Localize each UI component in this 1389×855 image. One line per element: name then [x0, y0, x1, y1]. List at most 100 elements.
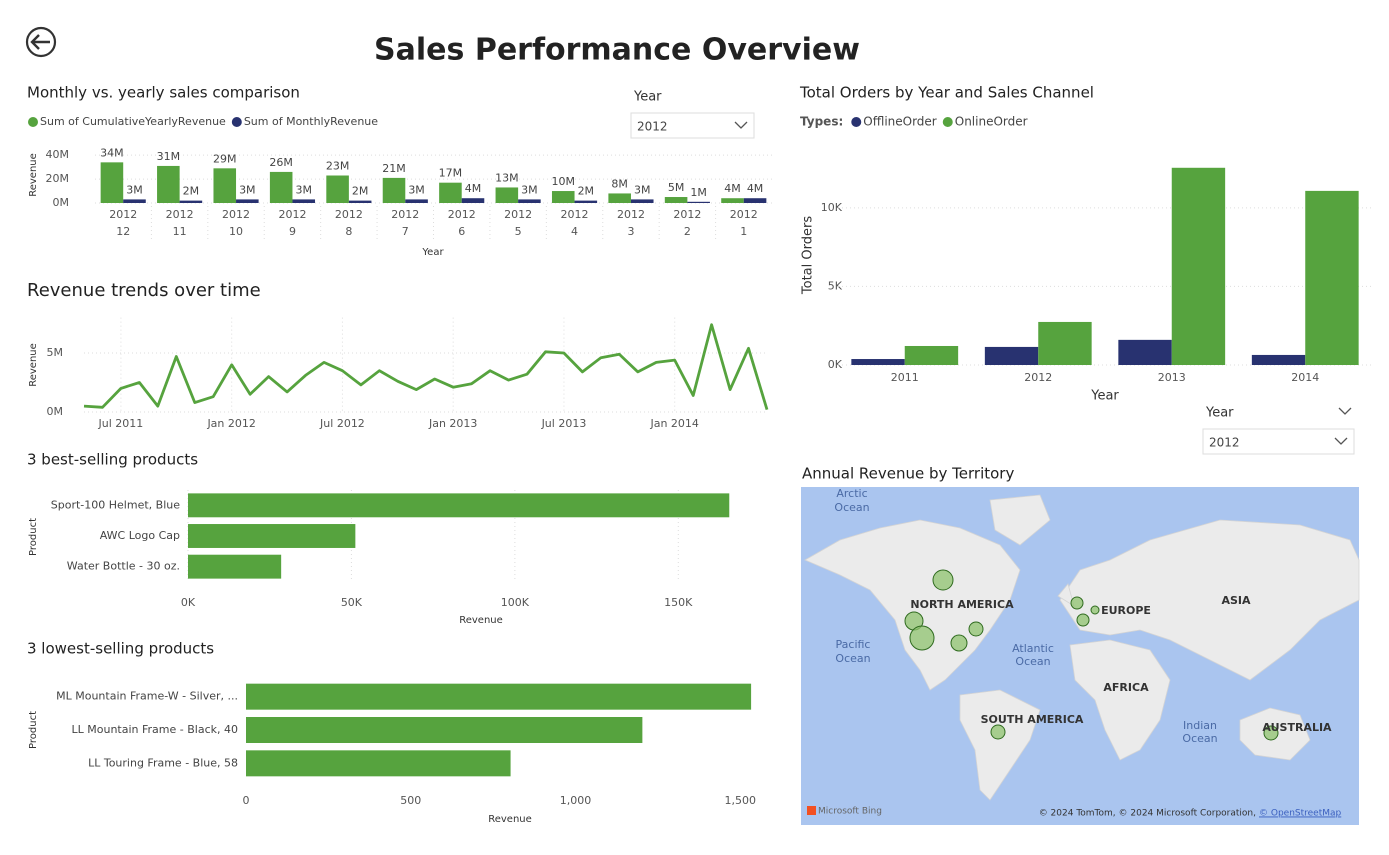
data-label: 17M [439, 167, 463, 180]
bar [608, 193, 631, 203]
x-tick-label: 2012 [166, 208, 194, 221]
x-tick-label: 2013 [1158, 371, 1186, 384]
bar [1171, 167, 1226, 365]
x-tick-label: Jul 2011 [98, 417, 144, 430]
land [804, 519, 1021, 691]
x-tick-label: 2012 [391, 208, 419, 221]
bar [292, 199, 316, 203]
x-tick-label: 1,500 [724, 794, 756, 807]
x-tick-label: 150K [664, 596, 693, 609]
land [1059, 519, 1360, 681]
x-tick-label: Jan 2014 [649, 417, 698, 430]
data-label: 13M [495, 171, 519, 184]
x-axis-title: Year [421, 247, 444, 258]
slicer-chevron [1338, 407, 1352, 415]
land [959, 689, 1041, 801]
bar [851, 359, 905, 365]
data-label: 29M [213, 152, 237, 165]
data-label: 3M [408, 183, 425, 196]
bar [213, 168, 237, 203]
line [83, 323, 769, 411]
x-tick-label: 3 [627, 225, 634, 238]
bar [269, 171, 293, 203]
x-tick-label: 1 [740, 225, 747, 238]
year-slicer[interactable]: Year 2012 [630, 90, 755, 139]
y-tick-label: AWC Logo Cap [100, 529, 180, 542]
x-tick-label: 2014 [1291, 371, 1319, 384]
year-slicer[interactable]: Year 2012 [1202, 406, 1355, 455]
x-tick-label: Jul 2013 [541, 417, 587, 430]
y-tick-label: 10K [821, 201, 843, 214]
bar [551, 191, 575, 203]
slicer-box[interactable] [1202, 428, 1355, 455]
data-label: 4M [724, 182, 741, 195]
map-bubble[interactable] [1263, 725, 1279, 741]
map-link[interactable]: © OpenStreetMap [1259, 809, 1342, 819]
y-tick-label: 0M [47, 405, 64, 418]
map-bubble[interactable] [1070, 596, 1084, 610]
bar [157, 165, 180, 203]
chart-title: 3 best-selling products [27, 451, 198, 469]
bar [1038, 321, 1092, 365]
x-tick-label: 6 [458, 225, 465, 238]
slicer-box[interactable] [630, 112, 755, 139]
x-tick-label: 2011 [891, 371, 919, 384]
bar [461, 198, 485, 203]
continent-label: AFRICA [1103, 681, 1149, 694]
bar [326, 175, 349, 203]
legend-marker [851, 117, 862, 127]
back-button[interactable] [25, 26, 57, 58]
data-label: 1M [690, 186, 707, 199]
map-bubble[interactable] [1090, 605, 1100, 615]
map-bubble[interactable] [968, 621, 984, 637]
x-axis-title: Year [1090, 389, 1119, 404]
data-label: 2M [352, 185, 369, 198]
x-axis-title: Revenue [488, 814, 532, 825]
y-axis-title: Revenue [28, 343, 39, 387]
bar [348, 200, 372, 203]
back-arrow [30, 34, 50, 50]
data-label: 2M [578, 185, 595, 198]
bar [179, 200, 203, 203]
data-label: 4M [747, 182, 764, 195]
ocean-label: Pacific [836, 638, 871, 651]
data-label: 26M [269, 156, 293, 169]
slicer-chevron [734, 121, 748, 129]
legend-marker [231, 117, 242, 127]
map-bubble[interactable] [950, 634, 968, 652]
x-axis-title: Revenue [459, 615, 503, 626]
continent-label: NORTH AMERICA [910, 598, 1014, 611]
map-bubble[interactable] [909, 625, 935, 651]
map-bubble[interactable] [990, 724, 1006, 740]
data-label: 4M [465, 182, 482, 195]
x-tick-label: 9 [289, 225, 296, 238]
x-tick-label: 12 [116, 225, 130, 238]
slicer-chevron [1334, 437, 1348, 445]
legend-label: OnlineOrder [955, 115, 1028, 129]
y-axis-title: Product [28, 711, 39, 749]
legend-title: Types: [800, 115, 843, 129]
x-tick-label: 2012 [1024, 371, 1052, 384]
map-bubble[interactable] [932, 569, 954, 591]
legend-marker [942, 117, 953, 127]
map-bubble[interactable] [1076, 613, 1090, 627]
bar [188, 493, 730, 518]
bar [382, 177, 406, 203]
land [989, 494, 1051, 546]
bar [743, 198, 767, 203]
x-tick-label: 5 [515, 225, 522, 238]
x-tick-label: 0 [243, 794, 250, 807]
bar [630, 199, 654, 203]
y-tick-label: 40M [46, 148, 70, 161]
x-tick-label: 500 [400, 794, 421, 807]
x-tick-label: 2012 [448, 208, 476, 221]
bar [721, 198, 744, 203]
y-tick-label: Sport-100 Helmet, Blue [51, 498, 180, 511]
y-tick-label: 20M [46, 172, 70, 185]
chart-title: Revenue trends over time [27, 280, 261, 301]
continent-label: AUSTRALIA [1262, 721, 1332, 734]
bar [984, 346, 1039, 365]
ocean-label: Indian [1183, 719, 1217, 732]
